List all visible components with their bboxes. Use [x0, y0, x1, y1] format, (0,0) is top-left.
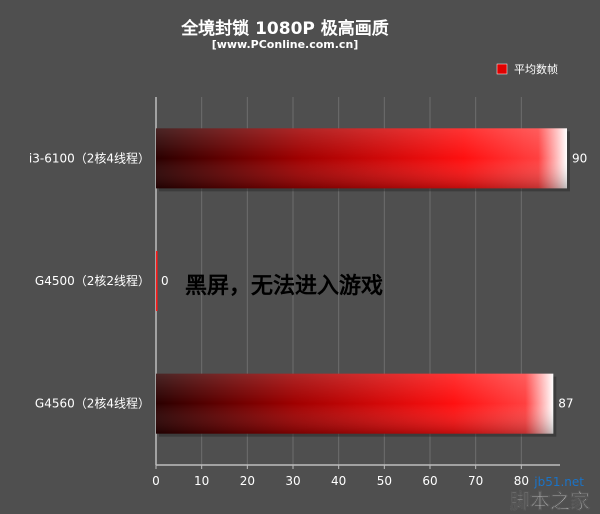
x-tick-label: 60	[422, 474, 437, 488]
bar-highlight	[156, 128, 567, 189]
x-tick-label: 50	[377, 474, 392, 488]
x-tick-label: 80	[514, 474, 529, 488]
x-tick-label: 40	[331, 474, 346, 488]
legend-label: 平均数帧	[514, 62, 558, 76]
x-tick-label: 0	[152, 474, 160, 488]
annotation-black-screen: 黑屏，无法进入游戏	[185, 273, 383, 299]
category-label: G4500（2核2线程）	[35, 273, 150, 288]
watermark-site: jb51.net	[533, 475, 584, 489]
legend-swatch	[496, 63, 508, 75]
watermark-name: 脚本之家	[510, 489, 591, 513]
category-label: i3-6100（2核4线程）	[29, 150, 150, 165]
category-label: G4560（2核4线程）	[35, 396, 150, 411]
x-tick-label: 10	[194, 474, 209, 488]
bar-value-label: 90	[572, 151, 587, 165]
chart-subtitle: [www.PConline.com.cn]	[212, 38, 359, 51]
bar-value-label: 0	[161, 274, 169, 288]
chart-title: 全境封锁 1080P 极高画质	[180, 18, 389, 39]
x-tick-label: 30	[285, 474, 300, 488]
bar-highlight	[156, 373, 554, 434]
bar-value-label: 87	[558, 397, 573, 411]
bar	[156, 251, 158, 311]
x-tick-label: 70	[468, 474, 483, 488]
x-tick-label: 20	[240, 474, 255, 488]
